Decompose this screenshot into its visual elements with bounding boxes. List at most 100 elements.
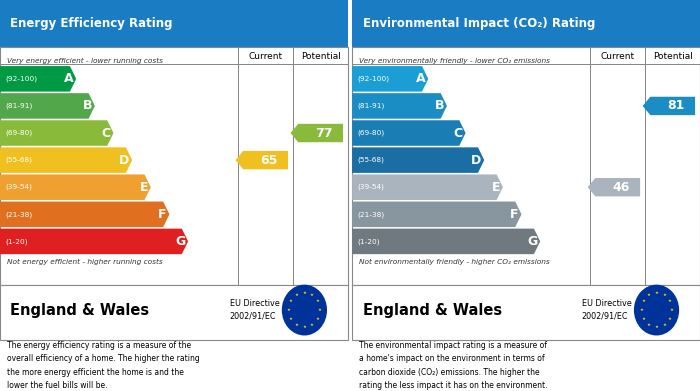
Text: Current: Current <box>248 52 283 61</box>
Text: Very energy efficient - lower running costs: Very energy efficient - lower running co… <box>7 57 163 64</box>
Text: F: F <box>510 208 519 221</box>
Text: (92-100): (92-100) <box>5 75 37 82</box>
Polygon shape <box>236 151 288 169</box>
Text: ★: ★ <box>302 325 307 329</box>
Polygon shape <box>0 201 169 227</box>
Text: (39-54): (39-54) <box>5 184 32 190</box>
Polygon shape <box>0 93 94 119</box>
Bar <box>0 285 348 340</box>
Bar <box>352 285 700 340</box>
Text: D: D <box>471 154 482 167</box>
Bar <box>352 64 700 65</box>
Text: ★: ★ <box>310 323 314 327</box>
Text: E: E <box>491 181 500 194</box>
Circle shape <box>282 285 327 335</box>
Text: Current: Current <box>601 52 635 61</box>
Text: ★: ★ <box>318 308 322 312</box>
Text: (81-91): (81-91) <box>357 103 385 109</box>
Polygon shape <box>352 93 447 119</box>
Text: Potential: Potential <box>301 52 340 61</box>
Text: ★: ★ <box>654 291 659 295</box>
Polygon shape <box>0 66 76 91</box>
Text: Not environmentally friendly - higher CO₂ emissions: Not environmentally friendly - higher CO… <box>359 259 550 265</box>
Polygon shape <box>352 201 522 227</box>
Text: ★: ★ <box>287 308 291 312</box>
Text: G: G <box>175 235 186 248</box>
Text: (81-91): (81-91) <box>5 103 33 109</box>
Text: 65: 65 <box>260 154 278 167</box>
Text: ★: ★ <box>639 308 643 312</box>
Text: (55-68): (55-68) <box>5 157 32 163</box>
Text: Potential: Potential <box>653 52 692 61</box>
Text: Environmental Impact (CO₂) Rating: Environmental Impact (CO₂) Rating <box>363 17 595 30</box>
Text: ★: ★ <box>670 308 674 312</box>
Text: EU Directive
2002/91/EC: EU Directive 2002/91/EC <box>230 300 279 321</box>
Polygon shape <box>643 97 695 115</box>
Text: 46: 46 <box>612 181 630 194</box>
Text: Energy Efficiency Rating: Energy Efficiency Rating <box>10 17 173 30</box>
Polygon shape <box>352 174 503 200</box>
Polygon shape <box>352 147 484 173</box>
Text: ★: ★ <box>668 300 672 303</box>
Text: ★: ★ <box>310 293 314 297</box>
Text: The environmental impact rating is a measure of
a home's impact on the environme: The environmental impact rating is a mea… <box>359 341 547 390</box>
Text: A: A <box>416 72 426 85</box>
Text: B: B <box>83 99 92 113</box>
Text: 81: 81 <box>668 99 685 113</box>
Text: (21-38): (21-38) <box>5 211 32 217</box>
Bar <box>0 47 348 285</box>
Polygon shape <box>352 120 466 146</box>
Text: ★: ★ <box>316 317 320 321</box>
Text: ★: ★ <box>668 317 672 321</box>
Polygon shape <box>0 147 132 173</box>
Text: E: E <box>139 181 148 194</box>
Text: (69-80): (69-80) <box>357 130 384 136</box>
Text: F: F <box>158 208 167 221</box>
Text: (21-38): (21-38) <box>357 211 384 217</box>
Text: (55-68): (55-68) <box>357 157 384 163</box>
Polygon shape <box>0 120 113 146</box>
Text: ★: ★ <box>641 317 645 321</box>
Text: Not energy efficient - higher running costs: Not energy efficient - higher running co… <box>7 259 162 265</box>
Text: ★: ★ <box>289 317 293 321</box>
Text: ★: ★ <box>295 323 299 327</box>
Text: ★: ★ <box>647 323 651 327</box>
Text: C: C <box>454 127 463 140</box>
Bar <box>0 0 348 47</box>
Text: C: C <box>102 127 111 140</box>
Text: ★: ★ <box>647 293 651 297</box>
Text: EU Directive
2002/91/EC: EU Directive 2002/91/EC <box>582 300 631 321</box>
Text: (69-80): (69-80) <box>5 130 32 136</box>
Text: ★: ★ <box>302 291 307 295</box>
Text: (1-20): (1-20) <box>5 238 28 245</box>
Text: ★: ★ <box>654 325 659 329</box>
Polygon shape <box>352 229 540 254</box>
Text: Very environmentally friendly - lower CO₂ emissions: Very environmentally friendly - lower CO… <box>359 57 550 64</box>
Polygon shape <box>0 174 150 200</box>
Text: ★: ★ <box>662 323 666 327</box>
Text: ★: ★ <box>316 300 320 303</box>
Text: ★: ★ <box>295 293 299 297</box>
Text: ★: ★ <box>289 300 293 303</box>
Bar <box>352 47 700 285</box>
Text: ★: ★ <box>641 300 645 303</box>
Text: G: G <box>527 235 538 248</box>
Polygon shape <box>290 124 343 142</box>
Text: England & Wales: England & Wales <box>10 303 150 317</box>
Text: England & Wales: England & Wales <box>363 303 502 317</box>
Text: B: B <box>435 99 444 113</box>
Text: The energy efficiency rating is a measure of the
overall efficiency of a home. T: The energy efficiency rating is a measur… <box>7 341 199 390</box>
Text: 77: 77 <box>315 127 332 140</box>
Polygon shape <box>352 66 428 91</box>
Bar <box>0 64 348 65</box>
Bar <box>352 0 700 47</box>
Text: (1-20): (1-20) <box>357 238 380 245</box>
Circle shape <box>634 285 679 335</box>
Text: ★: ★ <box>662 293 666 297</box>
Text: D: D <box>119 154 130 167</box>
Text: (39-54): (39-54) <box>357 184 384 190</box>
Polygon shape <box>588 178 640 196</box>
Text: A: A <box>64 72 74 85</box>
Text: (92-100): (92-100) <box>357 75 389 82</box>
Polygon shape <box>0 229 188 254</box>
